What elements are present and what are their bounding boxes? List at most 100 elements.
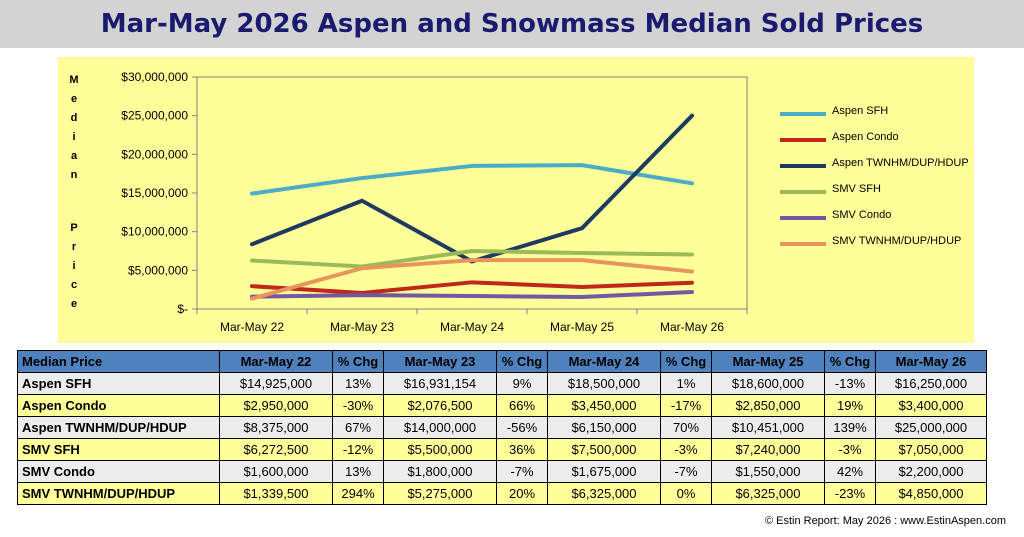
table-cell: -12% — [332, 438, 384, 461]
table-row: SMV SFH $6,272,500 -12% $5,500,000 36% $7,500… — [17, 438, 987, 461]
legend-swatch — [780, 112, 826, 116]
table-header-cell: Mar-May 25 — [711, 350, 825, 373]
table-cell: $1,675,000 — [547, 460, 661, 483]
y-tick-label: $15,000,000 — [121, 186, 188, 200]
table-cell: 36% — [496, 438, 548, 461]
table-row: SMV TWNHM/DUP/HDUP $1,339,500 294% $5,275,0… — [17, 482, 987, 505]
legend-item: SMV TWNHM/DUP/HDUP — [780, 235, 980, 251]
table-cell: -7% — [660, 460, 712, 483]
table-cell: -17% — [660, 394, 712, 417]
table-header-cell: Mar-May 23 — [383, 350, 497, 373]
table-cell: $1,550,000 — [711, 460, 825, 483]
table-row: Aspen SFH $14,925,000 13% $16,931,154 9% $18,… — [17, 372, 987, 395]
table-cell: $8,375,000 — [219, 416, 333, 439]
legend-label: SMV TWNHM/DUP/HDUP — [832, 235, 962, 247]
table-cell: 13% — [332, 372, 384, 395]
page-title: Mar-May 2026 Aspen and Snowmass Median S… — [100, 9, 924, 39]
table-cell: $14,000,000 — [383, 416, 497, 439]
x-tick-label: Mar-May 22 — [220, 320, 284, 334]
series-line-6 — [250, 258, 694, 301]
y-tick-label: $25,000,000 — [121, 109, 188, 123]
legend-swatch — [780, 164, 826, 168]
table-row: Aspen TWNHM/DUP/HDUP $8,375,000 67% $14,000… — [17, 416, 987, 439]
table-header-cell: % Chg — [660, 350, 712, 373]
y-axis-title-letter: M — [69, 74, 79, 86]
y-axis-title-letter: a — [70, 150, 78, 162]
table-cell: $7,050,000 — [875, 438, 987, 461]
y-axis-title-letter: e — [70, 298, 78, 310]
table-cell: -56% — [496, 416, 548, 439]
series-line-4 — [250, 249, 694, 269]
legend-swatch — [780, 242, 826, 246]
table-cell: -7% — [496, 460, 548, 483]
series-line-2 — [250, 280, 694, 295]
table-header-cell: % Chg — [824, 350, 876, 373]
table-row-name: Aspen SFH — [17, 372, 220, 395]
table-row-name: SMV TWNHM/DUP/HDUP — [17, 482, 220, 505]
legend-swatch — [780, 216, 826, 220]
table-header-cell: % Chg — [332, 350, 384, 373]
footer-credit: © Estin Report: May 2026 : www.EstinAspe… — [764, 515, 1006, 527]
table-cell: 13% — [332, 460, 384, 483]
y-tick-label: $- — [177, 302, 188, 316]
table-cell: $16,931,154 — [383, 372, 497, 395]
table-cell: $2,076,500 — [383, 394, 497, 417]
y-axis-title-letter: P — [70, 222, 78, 234]
table-cell: $5,275,000 — [383, 482, 497, 505]
table-cell: 1% — [660, 372, 712, 395]
table-cell: $3,400,000 — [875, 394, 987, 417]
table-cell: $6,325,000 — [547, 482, 661, 505]
title-bar — [0, 0, 1024, 48]
table-cell: -3% — [660, 438, 712, 461]
table-cell: -23% — [824, 482, 876, 505]
y-tick-label: $10,000,000 — [121, 225, 188, 239]
table-cell: 294% — [332, 482, 384, 505]
table-cell: 139% — [824, 416, 876, 439]
table-cell: $6,272,500 — [219, 438, 333, 461]
x-tick-label: Mar-May 26 — [660, 320, 724, 334]
median-price-table: Median Price Mar-May 22% Chg Mar-May 23% C… — [17, 350, 987, 505]
table-header-cell: Mar-May 24 — [547, 350, 661, 373]
legend-label: Aspen SFH — [832, 105, 889, 117]
y-axis-title-letter: r — [71, 241, 77, 253]
table-header-cell: Median Price — [17, 350, 220, 373]
table-cell: $7,500,000 — [547, 438, 661, 461]
legend-item: SMV Condo — [780, 209, 980, 225]
y-axis-title-letter: i — [72, 260, 76, 272]
legend-label: Aspen TWNHM/DUP/HDUP — [832, 157, 969, 169]
table-cell: $2,200,000 — [875, 460, 987, 483]
table-cell: 42% — [824, 460, 876, 483]
table-cell: $7,240,000 — [711, 438, 825, 461]
legend-swatch — [780, 138, 826, 142]
y-tick-label: $5,000,000 — [128, 263, 188, 277]
y-axis-title-letter: i — [72, 131, 76, 143]
table-cell: $2,850,000 — [711, 394, 825, 417]
legend-item: Aspen SFH — [780, 105, 980, 121]
series-line-3 — [250, 113, 694, 264]
y-axis-title-letter: n — [70, 169, 78, 181]
table-cell: $1,600,000 — [219, 460, 333, 483]
table-cell: $18,600,000 — [711, 372, 825, 395]
table-cell: $3,450,000 — [547, 394, 661, 417]
legend-label: Aspen Condo — [832, 131, 899, 143]
x-tick-label: Mar-May 24 — [440, 320, 504, 334]
table-cell: $1,339,500 — [219, 482, 333, 505]
table-cell: 20% — [496, 482, 548, 505]
legend-label: SMV Condo — [832, 209, 892, 221]
table-header-cell: Mar-May 22 — [219, 350, 333, 373]
y-tick-label: $20,000,000 — [121, 147, 188, 161]
table-cell: $6,150,000 — [547, 416, 661, 439]
series-line-1 — [250, 163, 694, 196]
table-cell: $25,000,000 — [875, 416, 987, 439]
table-cell: $6,325,000 — [711, 482, 825, 505]
table-cell: $10,451,000 — [711, 416, 825, 439]
table-cell: $18,500,000 — [547, 372, 661, 395]
x-tick-label: Mar-May 25 — [550, 320, 614, 334]
line-chart: $- $5,000,000 $10,000,000 $15,000,000 $20,00… — [121, 70, 748, 334]
y-axis-title-letter: d — [70, 112, 78, 124]
table-cell: 70% — [660, 416, 712, 439]
table-header-row: Median Price Mar-May 22% Chg Mar-May 23% C… — [17, 350, 987, 373]
table-cell: 9% — [496, 372, 548, 395]
table-cell: $2,950,000 — [219, 394, 333, 417]
